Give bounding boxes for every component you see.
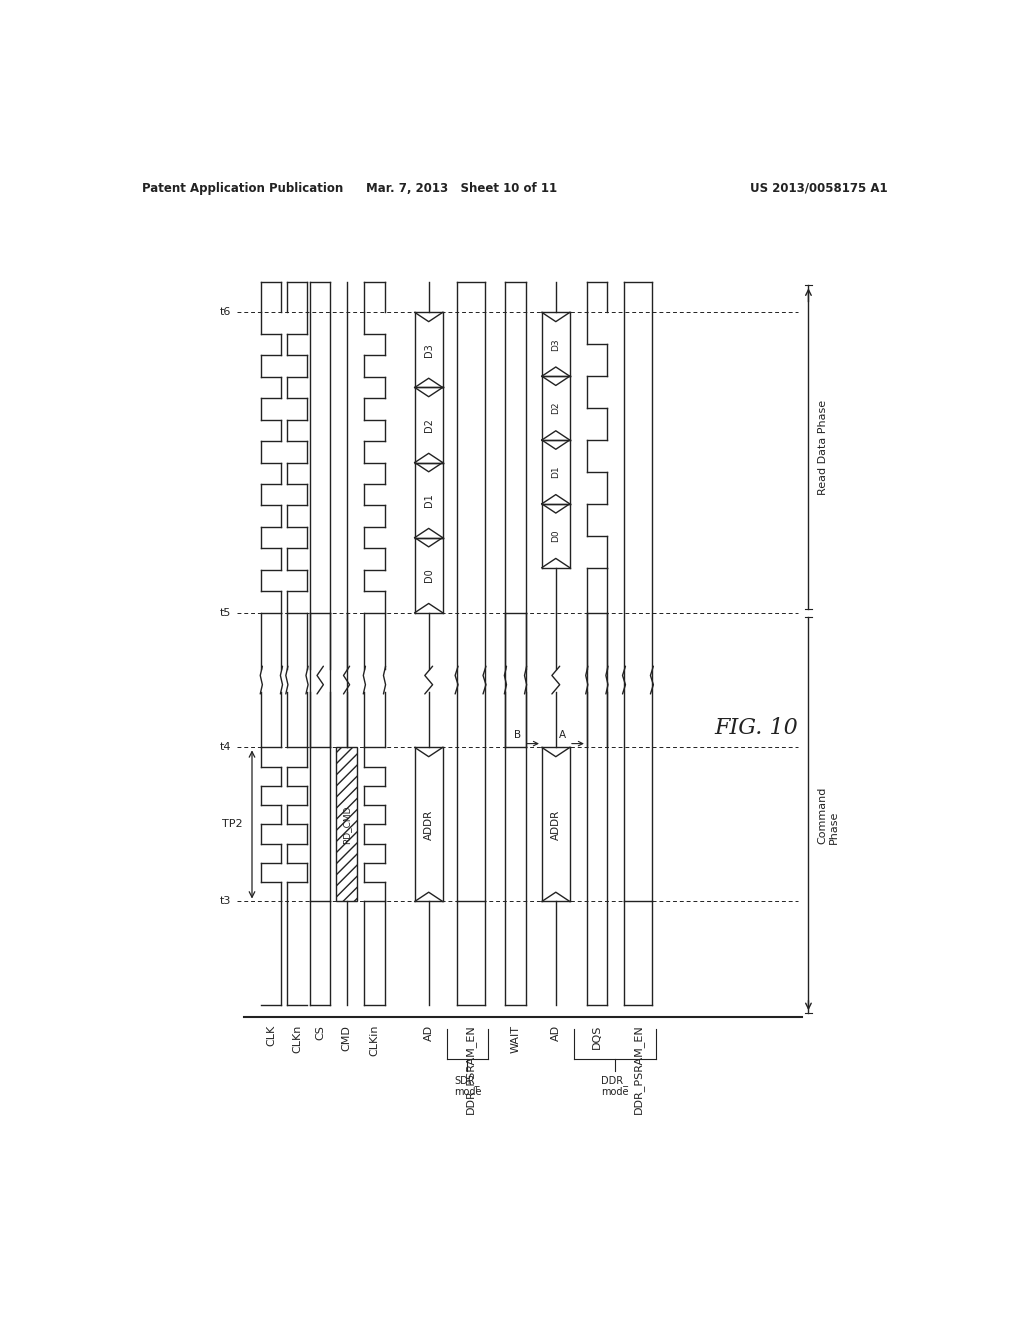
- Text: t5: t5: [220, 607, 231, 618]
- Text: A: A: [559, 730, 566, 739]
- Text: Patent Application Publication: Patent Application Publication: [142, 182, 343, 194]
- Text: RD_CMD: RD_CMD: [342, 805, 351, 843]
- Text: D1: D1: [551, 466, 560, 478]
- Text: CLKin: CLKin: [370, 1024, 380, 1056]
- Text: D0: D0: [424, 569, 434, 582]
- Text: t6: t6: [220, 308, 231, 317]
- Text: Mar. 7, 2013   Sheet 10 of 11: Mar. 7, 2013 Sheet 10 of 11: [366, 182, 557, 194]
- Text: FIG. 10: FIG. 10: [714, 717, 798, 739]
- Text: D0: D0: [551, 529, 560, 543]
- Text: US 2013/0058175 A1: US 2013/0058175 A1: [750, 182, 888, 194]
- Text: D1: D1: [424, 494, 434, 507]
- Text: Command
Phase: Command Phase: [818, 787, 840, 843]
- Text: CMD: CMD: [342, 1024, 351, 1051]
- Text: t4: t4: [219, 742, 231, 752]
- Text: D3: D3: [424, 343, 434, 356]
- Text: WAIT: WAIT: [511, 1024, 520, 1052]
- Text: DDR_
mode: DDR_ mode: [601, 1074, 629, 1097]
- Text: TP2: TP2: [222, 820, 243, 829]
- Text: SDR_
mode: SDR_ mode: [454, 1074, 481, 1097]
- Text: ADDR: ADDR: [424, 809, 434, 840]
- Text: D2: D2: [551, 401, 560, 414]
- Text: CLKn: CLKn: [292, 1024, 302, 1053]
- Text: t3: t3: [220, 896, 231, 907]
- Bar: [336, 747, 357, 902]
- Text: CS: CS: [315, 1024, 326, 1040]
- Text: ADDR: ADDR: [551, 809, 561, 840]
- Text: B: B: [514, 730, 521, 739]
- Text: D3: D3: [551, 338, 560, 351]
- Text: D2: D2: [424, 418, 434, 432]
- Text: Read Data Phase: Read Data Phase: [818, 400, 827, 495]
- Text: DQS: DQS: [592, 1024, 602, 1049]
- Text: CLK: CLK: [266, 1024, 276, 1045]
- Text: DDR_PSRAM_EN: DDR_PSRAM_EN: [633, 1024, 643, 1114]
- Text: AD: AD: [424, 1024, 434, 1040]
- Text: AD: AD: [551, 1024, 561, 1040]
- Text: DDR_PSRAM_EN: DDR_PSRAM_EN: [465, 1024, 476, 1114]
